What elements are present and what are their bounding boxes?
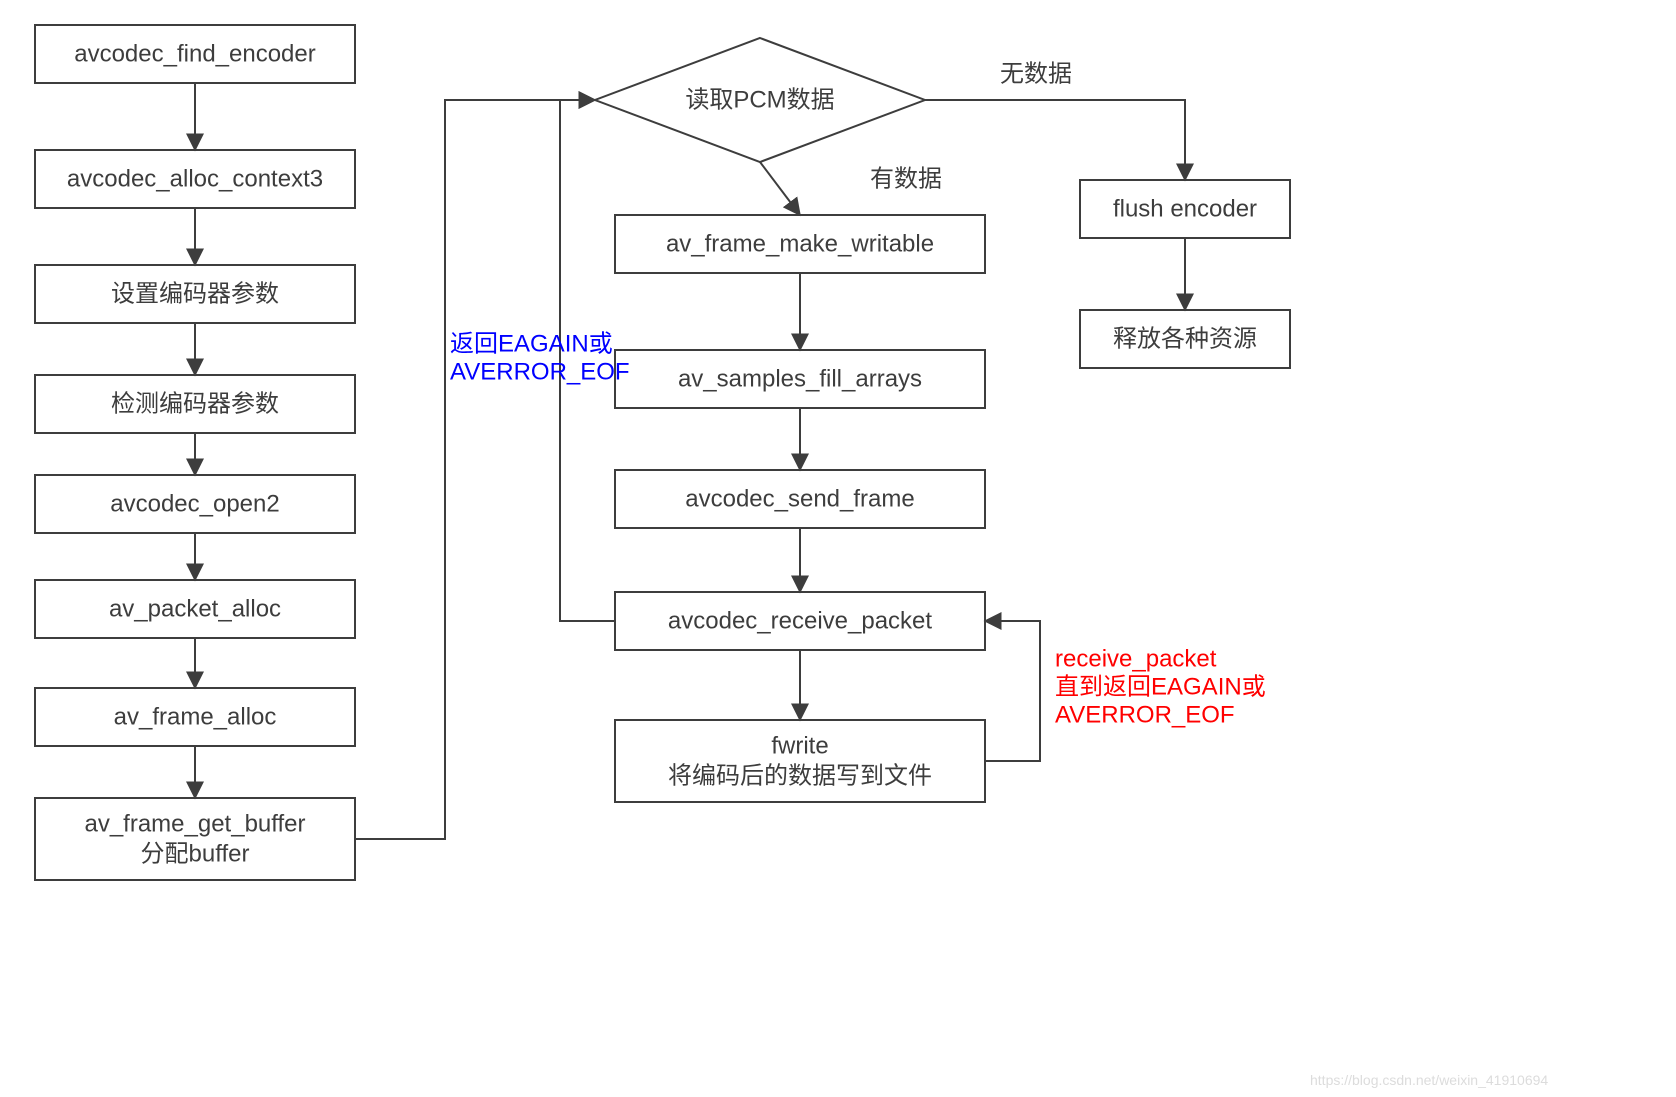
svg-text:直到返回EAGAIN或: 直到返回EAGAIN或 [1055, 673, 1266, 700]
svg-text:AVERROR_EOF: AVERROR_EOF [1055, 701, 1235, 728]
svg-text:avcodec_send_frame: avcodec_send_frame [685, 485, 914, 512]
svg-text:读取PCM数据: 读取PCM数据 [685, 86, 834, 113]
svg-text:avcodec_alloc_context3: avcodec_alloc_context3 [67, 165, 323, 192]
flowchart-canvas: avcodec_find_encoder avcodec_alloc_contex… [0, 0, 1676, 1092]
edge-e_m4_d1_loop: 返回EAGAIN或AVERROR_EOF [450, 100, 630, 621]
svg-text:检测编码器参数: 检测编码器参数 [111, 390, 279, 417]
watermark: https://blog.csdn.net/weixin_41910694 [1310, 1072, 1548, 1088]
svg-text:av_frame_get_buffer: av_frame_get_buffer [84, 810, 305, 837]
svg-text:avcodec_find_encoder: avcodec_find_encoder [74, 40, 316, 67]
svg-text:av_frame_alloc: av_frame_alloc [114, 703, 277, 730]
svg-text:av_samples_fill_arrays: av_samples_fill_arrays [678, 365, 922, 392]
svg-text:分配buffer: 分配buffer [141, 840, 250, 867]
edge-e_d1_r1: 无数据 [925, 60, 1185, 180]
svg-text:fwrite: fwrite [771, 732, 828, 759]
svg-text:av_frame_make_writable: av_frame_make_writable [666, 230, 934, 257]
edge-e_m5_m4_loop: receive_packet直到返回EAGAIN或AVERROR_EOF [985, 621, 1266, 761]
svg-text:avcodec_open2: avcodec_open2 [110, 490, 279, 517]
svg-text:receive_packet: receive_packet [1055, 645, 1217, 672]
svg-text:av_packet_alloc: av_packet_alloc [109, 595, 281, 622]
svg-text:有数据: 有数据 [870, 165, 942, 192]
svg-text:flush encoder: flush encoder [1113, 195, 1257, 222]
edge-e_d1_m1: 有数据 [760, 162, 942, 215]
svg-text:释放各种资源: 释放各种资源 [1113, 325, 1257, 352]
svg-text:将编码后的数据写到文件: 将编码后的数据写到文件 [668, 762, 932, 789]
svg-text:无数据: 无数据 [1000, 60, 1072, 87]
svg-text:AVERROR_EOF: AVERROR_EOF [450, 358, 630, 385]
svg-text:返回EAGAIN或: 返回EAGAIN或 [450, 330, 613, 357]
svg-text:设置编码器参数: 设置编码器参数 [111, 280, 279, 307]
svg-text:avcodec_receive_packet: avcodec_receive_packet [668, 607, 932, 634]
